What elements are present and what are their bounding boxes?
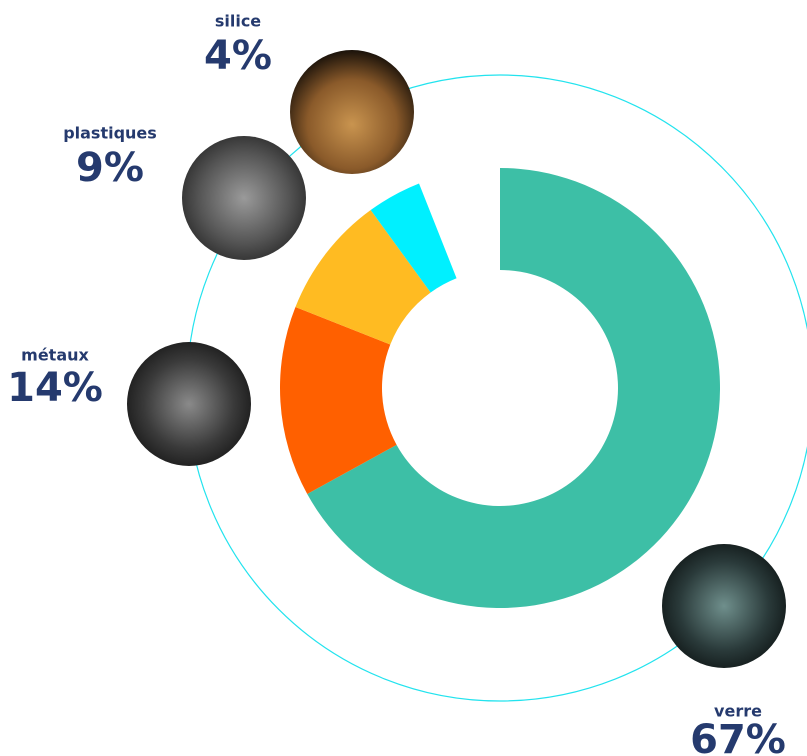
photo-verre: [662, 544, 786, 668]
slice: [280, 307, 397, 494]
category-label: métaux: [21, 346, 89, 365]
category-label: plastiques: [63, 124, 157, 143]
slice: [370, 183, 457, 293]
value-label: 9%: [76, 145, 144, 191]
category-label: silice: [215, 12, 261, 31]
slice: [307, 168, 720, 608]
slice: [295, 210, 431, 345]
photo-silice: [290, 50, 414, 174]
value-label: 4%: [204, 33, 272, 79]
value-label: 14%: [7, 365, 103, 411]
photo-metaux: [127, 342, 251, 466]
photo-plastiques: [182, 136, 306, 260]
value-label: 67%: [690, 717, 786, 756]
category-label: verre: [714, 702, 762, 721]
